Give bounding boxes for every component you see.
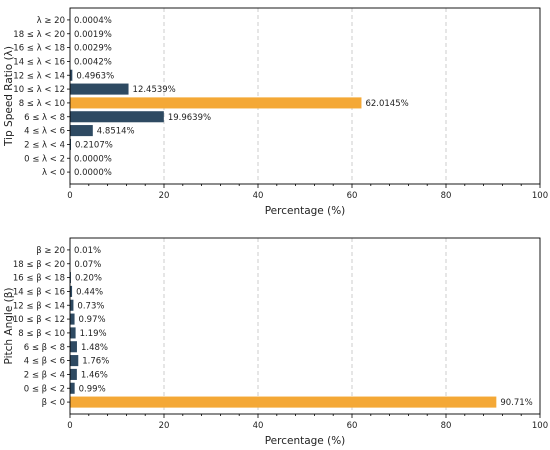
x-tick-label: 80 (441, 421, 452, 431)
data-label: 1.19% (80, 329, 107, 339)
data-label: 0.07% (74, 260, 101, 270)
bar (70, 272, 71, 284)
bar (70, 285, 73, 297)
category-tick-label: 16 ≤ β < 18 (13, 274, 65, 284)
x-axis-title: Percentage (%) (265, 435, 346, 447)
category-tick-label: 6 ≤ β < 8 (24, 343, 65, 353)
chart-pitch: 0.01% β ≥ 20 0.07% 18 ≤ β < 20 0.20% 16 ≤ β <… (3, 237, 548, 447)
data-label: 0.73% (77, 301, 104, 311)
category-tick-label: 10 ≤ β < 12 (13, 315, 65, 325)
x-tick-label: 60 (347, 421, 358, 431)
data-label: 1.48% (81, 343, 108, 353)
category-tick-label: 10 ≤ λ < 12 (13, 85, 65, 95)
bar (70, 382, 75, 394)
bar (70, 327, 76, 339)
x-tick-label: 20 (159, 421, 170, 431)
data-label: 4.8514% (97, 127, 135, 137)
plot-frame (69, 237, 541, 415)
data-label: 0.4963% (76, 71, 114, 81)
category-tick-label: β < 0 (42, 398, 65, 408)
category-tick-label: 8 ≤ λ < 10 (19, 99, 65, 109)
data-label: 0.99% (79, 384, 106, 394)
bar (70, 299, 74, 311)
bar (70, 396, 497, 408)
x-tick-label: 100 (532, 421, 548, 431)
category-tick-label: 0 ≤ λ < 2 (24, 154, 65, 164)
bar (70, 138, 71, 150)
data-label: 0.0029% (74, 44, 112, 54)
x-tick-label: 60 (347, 191, 358, 201)
x-tick-label: 0 (67, 191, 72, 201)
x-tick-label: 100 (532, 191, 548, 201)
data-label: 1.76% (82, 357, 109, 367)
bar (70, 111, 164, 123)
bar (70, 125, 93, 137)
bar (70, 368, 77, 380)
data-label: 0.0042% (74, 57, 112, 67)
data-label: 0.0019% (74, 30, 112, 40)
data-label: 12.4539% (133, 85, 176, 95)
x-tick-label: 40 (253, 421, 264, 431)
data-label: 0.44% (76, 287, 103, 297)
category-tick-label: 12 ≤ β < 14 (13, 301, 65, 311)
y-axis-title: Pitch Angle (β) (3, 287, 15, 364)
category-tick-label: 18 ≤ λ < 20 (13, 30, 65, 40)
bar (70, 341, 77, 353)
data-label: 1.46% (81, 370, 108, 380)
category-tick-label: 0 ≤ β < 2 (24, 384, 65, 394)
bar (70, 313, 75, 325)
category-tick-label: 4 ≤ λ < 6 (24, 127, 65, 137)
data-label: 0.0004% (74, 16, 112, 26)
category-tick-label: 4 ≤ β < 6 (24, 357, 65, 367)
category-tick-label: λ ≥ 20 (37, 16, 65, 26)
data-label: 0.20% (75, 274, 102, 284)
category-tick-label: 2 ≤ λ < 4 (24, 140, 65, 150)
data-label: 62.0145% (365, 99, 408, 109)
y-axis-title: Tip Speed Ratio (λ) (3, 46, 15, 147)
bar (70, 83, 129, 95)
category-tick-label: 6 ≤ λ < 8 (24, 113, 65, 123)
category-tick-label: 2 ≤ β < 4 (24, 370, 65, 380)
data-label: 0.01% (74, 246, 101, 256)
data-label: 0.0000% (74, 168, 112, 178)
x-tick-label: 40 (253, 191, 264, 201)
bar (70, 355, 79, 367)
bar (70, 69, 73, 81)
category-tick-label: β ≥ 20 (36, 246, 65, 256)
x-tick-label: 80 (441, 191, 452, 201)
category-tick-label: 12 ≤ λ < 14 (13, 71, 65, 81)
category-tick-label: 8 ≤ β < 10 (18, 329, 65, 339)
data-label: 0.0000% (74, 154, 112, 164)
data-label: 0.97% (79, 315, 106, 325)
bar (70, 97, 362, 109)
data-label: 90.71% (500, 398, 532, 408)
x-tick-label: 0 (67, 421, 72, 431)
x-axis-title: Percentage (%) (265, 205, 346, 217)
chart-tsr: 0.0004% λ ≥ 20 0.0019% 18 ≤ λ < 20 0.0029% 16… (3, 7, 548, 217)
plot-frame (69, 7, 541, 185)
category-tick-label: 14 ≤ β < 16 (13, 287, 65, 297)
category-tick-label: λ < 0 (42, 168, 65, 178)
data-label: 19.9639% (168, 113, 211, 123)
category-tick-label: 18 ≤ β < 20 (13, 260, 65, 270)
category-tick-label: 16 ≤ λ < 18 (13, 44, 65, 54)
data-label: 0.2107% (75, 140, 113, 150)
x-tick-label: 20 (159, 191, 170, 201)
category-tick-label: 14 ≤ λ < 16 (13, 57, 65, 67)
